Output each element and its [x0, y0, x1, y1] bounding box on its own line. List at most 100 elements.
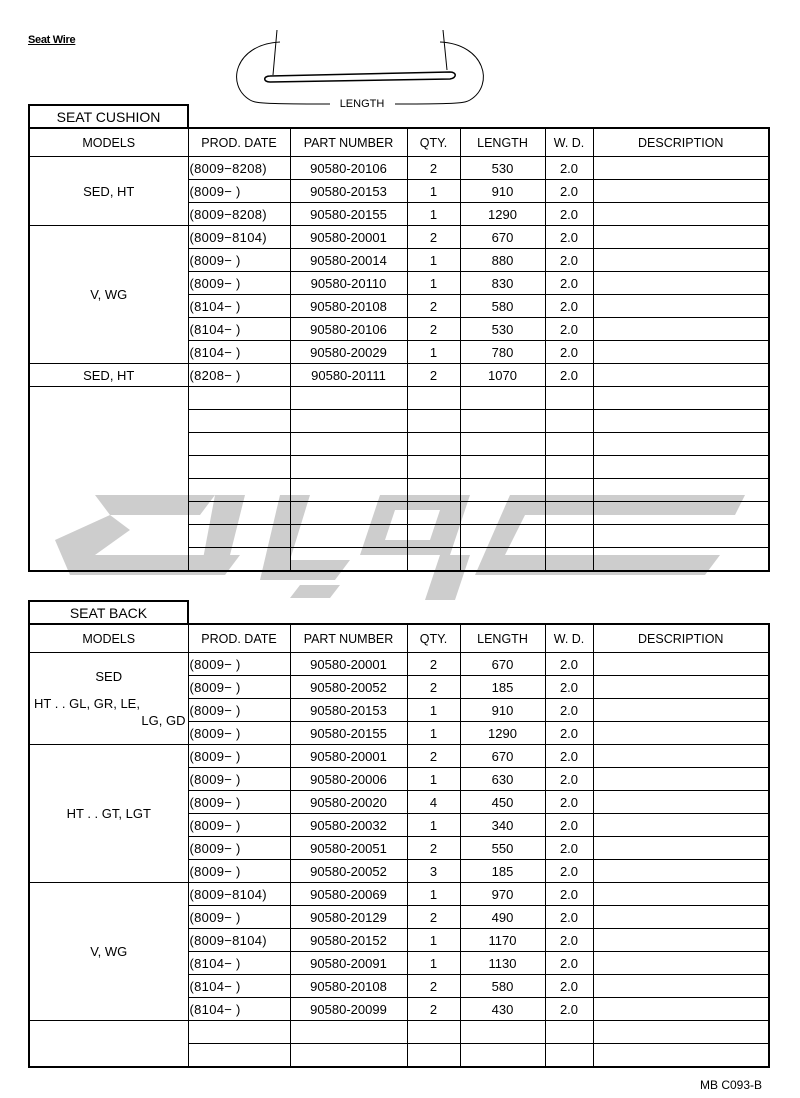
prod-date-cell: (8104− ) — [187, 997, 291, 1021]
prod-date-cell: (8208− ) — [187, 363, 291, 387]
qty-cell: 2 — [406, 363, 461, 387]
description-cell — [592, 997, 770, 1021]
empty-row — [29, 547, 770, 572]
wd-cell: 2.0 — [544, 836, 594, 860]
empty-cell — [406, 501, 461, 525]
description-cell — [592, 836, 770, 860]
length-cell: 1290 — [459, 202, 546, 226]
table-row: (8009−8208) 90580-20155 1 1290 2.0 — [29, 202, 770, 226]
description-cell — [592, 340, 770, 364]
empty-cell — [544, 455, 594, 479]
empty-cell — [289, 455, 408, 479]
prod-date-cell: (8009− ) — [187, 248, 291, 272]
empty-cell — [289, 1043, 408, 1068]
part-number-cell: 90580-20069 — [289, 882, 408, 906]
wd-cell: 2.0 — [544, 813, 594, 837]
table-row: (8009− ) 90580-20155 1 1290 2.0 — [29, 721, 770, 745]
length-cell: 340 — [459, 813, 546, 837]
wd-cell: 2.0 — [544, 271, 594, 295]
empty-cell — [592, 432, 770, 456]
length-cell: 550 — [459, 836, 546, 860]
prod-date-cell: (8009− ) — [187, 179, 291, 203]
empty-cell — [187, 455, 291, 479]
empty-models-cell — [28, 386, 189, 572]
empty-cell — [459, 478, 546, 502]
wd-cell: 2.0 — [544, 905, 594, 929]
column-header: LENGTH — [459, 127, 546, 157]
prod-date-cell: (8009− ) — [187, 675, 291, 699]
part-number-cell: 90580-20106 — [289, 317, 408, 341]
part-number-cell: 90580-20032 — [289, 813, 408, 837]
wd-cell: 2.0 — [544, 721, 594, 745]
part-number-cell: 90580-20020 — [289, 790, 408, 814]
table-row: (8104− ) 90580-20099 2 430 2.0 — [29, 997, 770, 1021]
models-cell: HT . . GT, LGT — [28, 744, 189, 883]
empty-cell — [459, 524, 546, 548]
length-cell: 1070 — [459, 363, 546, 387]
part-number-cell: 90580-20006 — [289, 767, 408, 791]
empty-row — [29, 409, 770, 433]
wd-cell: 2.0 — [544, 675, 594, 699]
length-cell: 830 — [459, 271, 546, 295]
models-cell: SED HT . . GL, GR, LE, LG, GD — [28, 652, 189, 745]
description-cell — [592, 294, 770, 318]
wd-cell: 2.0 — [544, 859, 594, 883]
models-cell: SED, HT — [28, 363, 189, 387]
column-header: DESCRIPTION — [592, 623, 770, 653]
wd-cell: 2.0 — [544, 744, 594, 768]
wd-cell: 2.0 — [544, 156, 594, 180]
empty-cell — [592, 524, 770, 548]
description-cell — [592, 317, 770, 341]
description-cell — [592, 974, 770, 998]
qty-cell: 1 — [406, 179, 461, 203]
description-cell — [592, 156, 770, 180]
length-label: LENGTH — [340, 98, 385, 110]
table-row: (8104− ) 90580-20091 1 1130 2.0 — [29, 951, 770, 975]
qty-cell: 1 — [406, 721, 461, 745]
model-label: SED, HT — [83, 367, 135, 383]
length-cell: 1290 — [459, 721, 546, 745]
empty-cell — [289, 478, 408, 502]
prod-date-cell: (8009− ) — [187, 767, 291, 791]
qty-cell: 2 — [406, 744, 461, 768]
models-cell: V, WG — [28, 225, 189, 364]
table-row: (8104− ) 90580-20106 2 530 2.0 — [29, 317, 770, 341]
part-number-cell: 90580-20052 — [289, 675, 408, 699]
qty-cell: 2 — [406, 836, 461, 860]
description-cell — [592, 882, 770, 906]
column-header: DESCRIPTION — [592, 127, 770, 157]
length-cell: 450 — [459, 790, 546, 814]
wd-cell: 2.0 — [544, 698, 594, 722]
empty-models-cell — [28, 1020, 189, 1068]
length-cell: 670 — [459, 225, 546, 249]
column-header: QTY. — [406, 623, 461, 653]
description-cell — [592, 652, 770, 676]
description-cell — [592, 767, 770, 791]
empty-cell — [187, 547, 291, 572]
description-cell — [592, 790, 770, 814]
empty-cell — [459, 455, 546, 479]
part-number-cell: 90580-20153 — [289, 179, 408, 203]
page-code: MB C093-B — [700, 1078, 763, 1092]
length-cell: 910 — [459, 179, 546, 203]
empty-cell — [187, 386, 291, 410]
length-cell: 670 — [459, 744, 546, 768]
seat-back-table: MODELS PROD. DATE PART NUMBER QTY. LENGTH W. … — [28, 623, 770, 1068]
part-number-cell: 90580-20155 — [289, 202, 408, 226]
qty-cell: 2 — [406, 974, 461, 998]
wd-cell: 2.0 — [544, 363, 594, 387]
empty-cell — [544, 478, 594, 502]
wd-cell: 2.0 — [544, 974, 594, 998]
wd-cell: 2.0 — [544, 202, 594, 226]
description-cell — [592, 179, 770, 203]
prod-date-cell: (8104− ) — [187, 340, 291, 364]
length-cell: 880 — [459, 248, 546, 272]
description-cell — [592, 698, 770, 722]
seat-wire-diagram: LENGTH — [236, 30, 484, 110]
table-row: (8009− ) 90580-20052 3 185 2.0 — [29, 859, 770, 883]
header-row: MODELS PROD. DATE PART NUMBER QTY. LENGTH W. … — [28, 127, 770, 157]
length-cell: 185 — [459, 675, 546, 699]
wd-cell: 2.0 — [544, 317, 594, 341]
empty-cell — [544, 1020, 594, 1044]
